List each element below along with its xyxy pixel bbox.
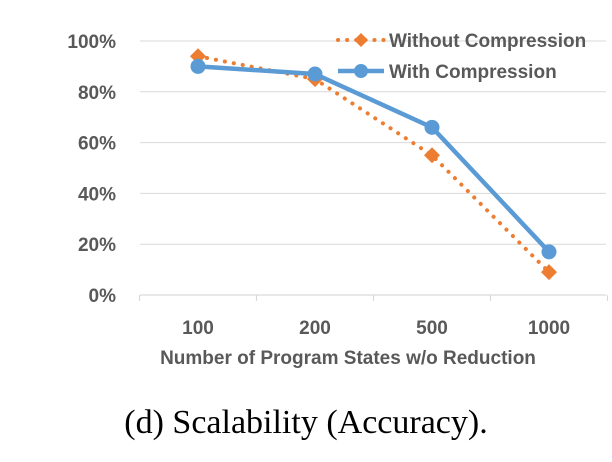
x-axis — [138, 294, 609, 301]
x-tick-label: 200 — [299, 318, 331, 339]
y-tick-label: 40% — [78, 184, 116, 205]
legend-marker — [354, 33, 368, 47]
data-point — [190, 58, 206, 74]
data-point — [424, 119, 440, 135]
series-layer — [190, 48, 557, 281]
data-point — [307, 66, 323, 82]
y-tick-label: 100% — [67, 32, 116, 53]
legend-label: Without Compression — [389, 31, 586, 52]
y-tick-label: 80% — [78, 83, 116, 104]
legend: Without Compression With Compression — [336, 31, 586, 83]
x-tick-labels: 100 200 500 1000 — [182, 318, 570, 339]
data-point — [541, 244, 557, 260]
series-line — [197, 64, 551, 254]
legend-marker — [354, 64, 368, 78]
figure-caption: (d) Scalability (Accuracy). — [124, 404, 487, 441]
series-line — [196, 54, 551, 275]
x-tick-label: 100 — [182, 318, 214, 339]
y-tick-labels: 0% 20% 40% 60% 80% 100% — [67, 32, 116, 307]
legend-label: With Compression — [389, 62, 557, 83]
y-tick-label: 0% — [89, 286, 117, 307]
x-tick-label: 1000 — [528, 318, 570, 339]
y-tick-label: 20% — [78, 235, 116, 256]
data-point — [424, 147, 440, 164]
data-point — [541, 264, 557, 281]
x-tick-label: 500 — [416, 318, 448, 339]
y-tick-label: 60% — [78, 134, 116, 155]
x-axis-title: Number of Program States w/o Reduction — [160, 348, 536, 369]
